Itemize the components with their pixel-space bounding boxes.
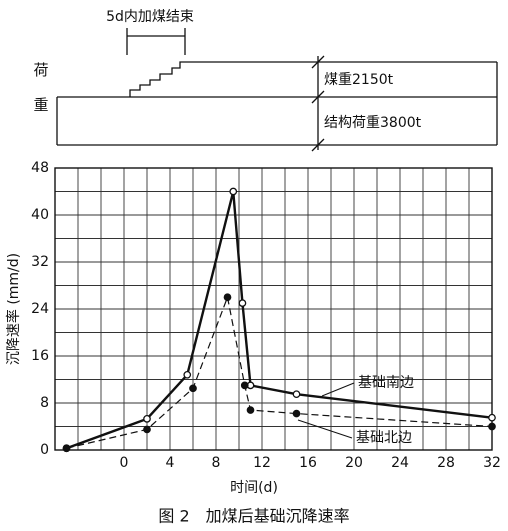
series-line — [66, 191, 493, 450]
chart-title: 图 2 加煤后基础沉降速率 — [158, 507, 349, 526]
series-label: 基础南边 — [358, 374, 414, 391]
marker — [240, 381, 249, 390]
dimension-ticks — [311, 55, 325, 152]
marker — [143, 415, 151, 423]
x-tick-label: 28 — [437, 455, 455, 471]
y-tick-label: 32 — [31, 254, 49, 270]
load-title: 5d内加煤结束 — [106, 9, 194, 25]
structure-label: 结构荷重3800t — [324, 115, 422, 131]
y-axis-label: 沉降速率 (mm/d) — [5, 253, 22, 365]
y-tick-label: 16 — [31, 348, 49, 364]
x-tick-label: 24 — [391, 455, 409, 471]
coal-label: 煤重2150t — [324, 72, 394, 88]
marker — [246, 406, 255, 414]
x-tick-label: 12 — [253, 455, 271, 471]
plot-frame — [54, 167, 493, 451]
marker — [183, 370, 192, 379]
marker — [143, 425, 151, 434]
load-steps — [129, 61, 497, 97]
load-axis-label: 荷重 — [32, 62, 50, 132]
y-tick-label: 40 — [31, 207, 49, 223]
x-tick-label: 20 — [345, 455, 363, 471]
x-tick-label: 4 — [166, 455, 175, 471]
y-tick-label: 0 — [40, 442, 49, 458]
x-tick-label: 0 — [120, 455, 129, 471]
x-tick-label: 8 — [212, 455, 221, 471]
load-diagram — [56, 28, 498, 152]
x-tick-label: 16 — [299, 455, 317, 471]
y-tick-label: 8 — [40, 395, 49, 411]
y-tick-label: 48 — [31, 160, 49, 176]
marker — [488, 413, 496, 422]
marker — [62, 444, 71, 453]
marker — [292, 409, 301, 418]
leader-line — [321, 382, 355, 397]
series-line — [66, 295, 493, 449]
marker — [488, 422, 496, 431]
x-tick-label: 32 — [483, 455, 501, 471]
leader-line — [297, 419, 353, 439]
marker — [189, 384, 197, 393]
marker — [238, 299, 247, 307]
x-axis-label: 时间(d) — [230, 480, 278, 496]
series-label: 基础北边 — [356, 429, 412, 446]
y-tick-label: 24 — [31, 301, 49, 317]
marker — [292, 390, 301, 399]
marker — [223, 293, 232, 302]
marker — [229, 187, 238, 196]
